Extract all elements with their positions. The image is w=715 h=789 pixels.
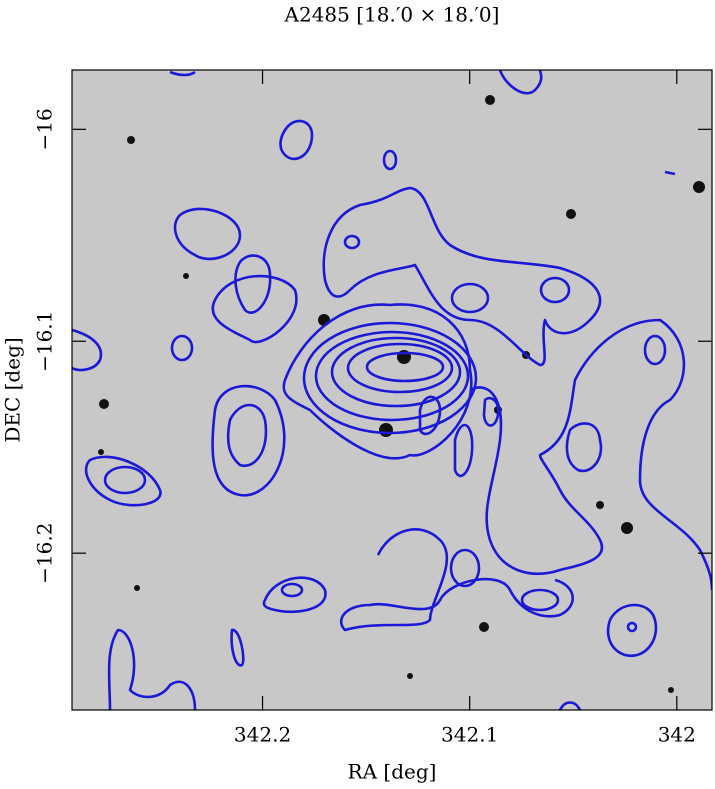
x-tick-label: 342	[658, 723, 696, 747]
y-axis-label: DEC [deg]	[1, 337, 25, 442]
x-axis-label: RA [deg]	[348, 760, 437, 784]
y-tick-label: −16	[33, 108, 57, 150]
y-tick-label: −16.1	[33, 311, 57, 372]
x-tick-label: 342.2	[234, 723, 291, 747]
contours	[72, 70, 712, 710]
y-tick-label: −16.2	[33, 523, 57, 584]
plot-frame	[71, 69, 713, 711]
x-tick-label: 342.1	[441, 723, 498, 747]
image-background	[72, 70, 712, 710]
sky-image	[72, 70, 712, 710]
chart-title: A2485 [18.′0 × 18.′0]	[284, 3, 500, 27]
